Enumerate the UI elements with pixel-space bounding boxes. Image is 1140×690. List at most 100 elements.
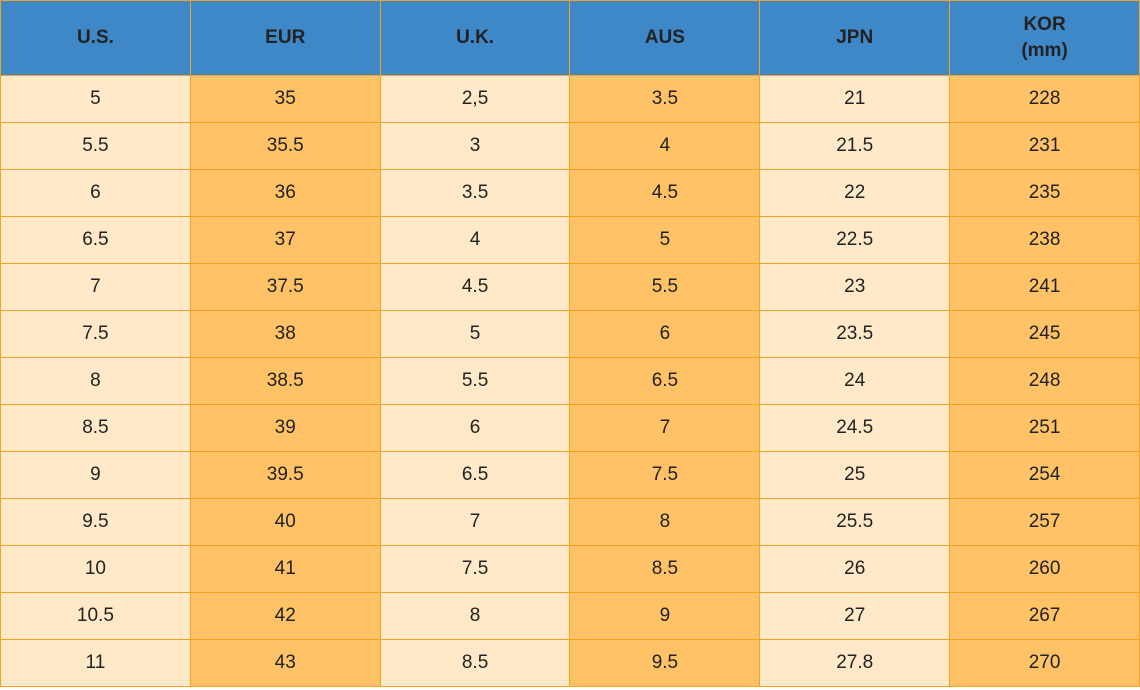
table-row: 10 41 7.5 8.5 26 260 (0, 545, 1140, 593)
table-cell: 4.5 (379, 263, 571, 311)
column-header: EUR (189, 0, 381, 76)
table-cell: 5.5 (569, 263, 761, 311)
table-cell: 22 (759, 169, 951, 217)
table-row: 7 37.5 4.5 5.5 23 241 (0, 263, 1140, 311)
header-text: JPN (836, 27, 874, 48)
header-text: EUR (265, 27, 306, 48)
table-cell: 39.5 (189, 451, 381, 499)
table-cell: 40 (189, 498, 381, 546)
table-cell: 6 (569, 310, 761, 358)
table-cell: 25 (759, 451, 951, 499)
header-text: KOR (mm) (1021, 14, 1068, 61)
table-cell: 7.5 (0, 310, 191, 358)
table-cell: 5 (379, 310, 571, 358)
table-cell: 9.5 (569, 639, 761, 687)
table-cell: 36 (189, 169, 381, 217)
table-cell: 3 (379, 122, 571, 170)
table-cell: 27.8 (759, 639, 951, 687)
table-cell: 7 (0, 263, 191, 311)
table-cell: 9 (569, 592, 761, 640)
table-row: 9.5 40 7 8 25.5 257 (0, 498, 1140, 546)
table-cell: 267 (949, 592, 1140, 640)
table-cell: 7.5 (379, 545, 571, 593)
table-cell: 6 (379, 404, 571, 452)
table-cell: 38.5 (189, 357, 381, 405)
table-cell: 7 (379, 498, 571, 546)
table-row: 5.5 35.5 3 4 21.5 231 (0, 122, 1140, 170)
table-cell: 37.5 (189, 263, 381, 311)
table-cell: 231 (949, 122, 1140, 170)
table-row: 6 36 3.5 4.5 22 235 (0, 169, 1140, 217)
table-cell: 42 (189, 592, 381, 640)
table-cell: 9.5 (0, 498, 191, 546)
table-cell: 8 (379, 592, 571, 640)
table-body: 5 35 2,5 3.5 21 228 5.5 35.5 3 4 21.5 231 6 36 3.5 4.5 2… (0, 75, 1140, 687)
table-cell: 5 (569, 216, 761, 264)
table-cell: 24 (759, 357, 951, 405)
table-cell: 6.5 (379, 451, 571, 499)
table-cell: 23 (759, 263, 951, 311)
header-text: U.K. (456, 27, 495, 48)
table-cell: 4 (569, 122, 761, 170)
table-cell: 251 (949, 404, 1140, 452)
table-cell: 10 (0, 545, 191, 593)
table-cell: 4.5 (569, 169, 761, 217)
table-cell: 235 (949, 169, 1140, 217)
table-cell: 10.5 (0, 592, 191, 640)
table-cell: 2,5 (379, 75, 571, 123)
column-header: U.S. (0, 0, 191, 76)
table-cell: 8.5 (379, 639, 571, 687)
table-cell: 254 (949, 451, 1140, 499)
table-cell: 6 (0, 169, 191, 217)
table-cell: 6.5 (569, 357, 761, 405)
table-row: 7.5 38 5 6 23.5 245 (0, 310, 1140, 358)
table-cell: 8 (0, 357, 191, 405)
table-cell: 37 (189, 216, 381, 264)
table-cell: 5.5 (379, 357, 571, 405)
table-cell: 35 (189, 75, 381, 123)
table-cell: 4 (379, 216, 571, 264)
table-cell: 257 (949, 498, 1140, 546)
table-cell: 260 (949, 545, 1140, 593)
header-text: U.S. (76, 27, 114, 48)
header-row: U.S. EUR U.K. AUS JPN KOR (mm) (0, 0, 1140, 76)
table-cell: 24.5 (759, 404, 951, 452)
table-row: 10.5 42 8 9 27 267 (0, 592, 1140, 640)
table-cell: 22.5 (759, 216, 951, 264)
table-cell: 21 (759, 75, 951, 123)
table-cell: 9 (0, 451, 191, 499)
table-cell: 248 (949, 357, 1140, 405)
table-row: 5 35 2,5 3.5 21 228 (0, 75, 1140, 123)
table-cell: 21.5 (759, 122, 951, 170)
table-cell: 27 (759, 592, 951, 640)
table-cell: 8.5 (569, 545, 761, 593)
table-cell: 7.5 (569, 451, 761, 499)
table-cell: 3.5 (379, 169, 571, 217)
table-cell: 7 (569, 404, 761, 452)
table-cell: 35.5 (189, 122, 381, 170)
table-cell: 25.5 (759, 498, 951, 546)
column-header: AUS (569, 0, 761, 76)
table-cell: 238 (949, 216, 1140, 264)
table-cell: 228 (949, 75, 1140, 123)
table-cell: 5 (0, 75, 191, 123)
table-row: 6.5 37 4 5 22.5 238 (0, 216, 1140, 264)
table-row: 9 39.5 6.5 7.5 25 254 (0, 451, 1140, 499)
table-cell: 3.5 (569, 75, 761, 123)
table-cell: 41 (189, 545, 381, 593)
table-row: 8.5 39 6 7 24.5 251 (0, 404, 1140, 452)
table-cell: 5.5 (0, 122, 191, 170)
column-header: U.K. (379, 0, 571, 76)
table-row: 8 38.5 5.5 6.5 24 248 (0, 357, 1140, 405)
column-header: JPN (759, 0, 951, 76)
table-row: 11 43 8.5 9.5 27.8 270 (0, 639, 1140, 687)
table-cell: 245 (949, 310, 1140, 358)
table-cell: 8 (569, 498, 761, 546)
table-cell: 6.5 (0, 216, 191, 264)
table-cell: 38 (189, 310, 381, 358)
table-cell: 241 (949, 263, 1140, 311)
table-cell: 23.5 (759, 310, 951, 358)
